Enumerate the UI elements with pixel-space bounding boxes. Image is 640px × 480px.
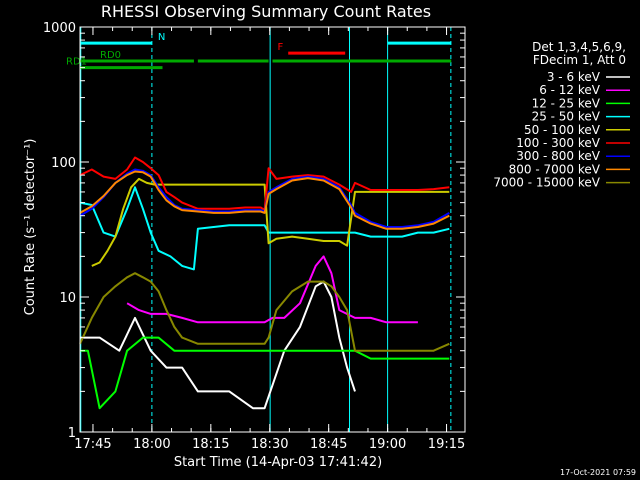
series-line-6 — [79, 168, 450, 228]
x-tick-label-0: 17:45 — [74, 437, 111, 452]
x-tick-label-2: 18:15 — [192, 437, 229, 452]
flags-layer: N F RD0 RD1 — [66, 32, 452, 70]
series-line-1 — [126, 255, 418, 324]
legend-label-0: 3 - 6 keV — [547, 70, 601, 84]
legend-label-7: 800 - 7000 keV — [509, 162, 601, 176]
series-line-8 — [79, 272, 450, 352]
legend-label-8: 7000 - 15000 keV — [493, 176, 600, 190]
plot-frame — [79, 26, 466, 433]
flag-label-rd0: RD0 — [100, 50, 121, 61]
legend-label-3: 25 - 50 keV — [532, 110, 601, 124]
legend-label-2: 12 - 25 keV — [532, 96, 601, 110]
x-tick-label-6: 19:15 — [428, 437, 465, 452]
y-tick-label-1: 10 — [59, 291, 76, 306]
legend-label-1: 6 - 12 keV — [539, 83, 601, 97]
y-tick-label-0: 1 — [68, 426, 76, 441]
legend: Det 1,3,4,5,6,9,FDecim 1, Att 0 3 - 6 keV… — [493, 40, 630, 190]
series-line-0 — [80, 280, 356, 410]
legend-label-5: 100 - 300 keV — [516, 136, 600, 150]
legend-header-1: FDecim 1, Att 0 — [533, 53, 626, 67]
flag-label-f: F — [277, 42, 283, 53]
series-line-5 — [79, 156, 450, 212]
chart-title: RHESSI Observing Summary Count Rates — [101, 2, 431, 21]
axes: 17:45 18:00 18:15 18:30 18:45 19:00 19:15 1 10 10… — [43, 21, 465, 452]
series-line-3 — [79, 186, 450, 271]
y-axis-label: Count Rate (s⁻¹ detector⁻¹) — [23, 139, 38, 316]
legend-label-6: 300 - 800 keV — [516, 149, 600, 163]
y-tick-label-3: 1000 — [43, 21, 76, 36]
x-tick-label-4: 18:45 — [310, 437, 347, 452]
x-tick-label-5: 19:00 — [369, 437, 406, 452]
footer-timestamp: 17-Oct-2021 07:59 — [560, 468, 636, 477]
x-axis-label: Start Time (14-Apr-03 17:41:42) — [174, 455, 382, 470]
series-line-2 — [80, 336, 450, 410]
series-line-7 — [79, 170, 450, 230]
series-line-4 — [91, 177, 450, 267]
legend-label-4: 50 - 100 keV — [524, 123, 601, 137]
y-tick-label-2: 100 — [51, 156, 76, 171]
flag-label-n: N — [158, 32, 165, 43]
series-layer — [79, 156, 450, 410]
x-tick-label-1: 18:00 — [133, 437, 170, 452]
x-tick-label-3: 18:30 — [251, 437, 288, 452]
flag-label-rd1: RD1 — [66, 57, 87, 68]
legend-header-0: Det 1,3,4,5,6,9, — [532, 40, 626, 54]
